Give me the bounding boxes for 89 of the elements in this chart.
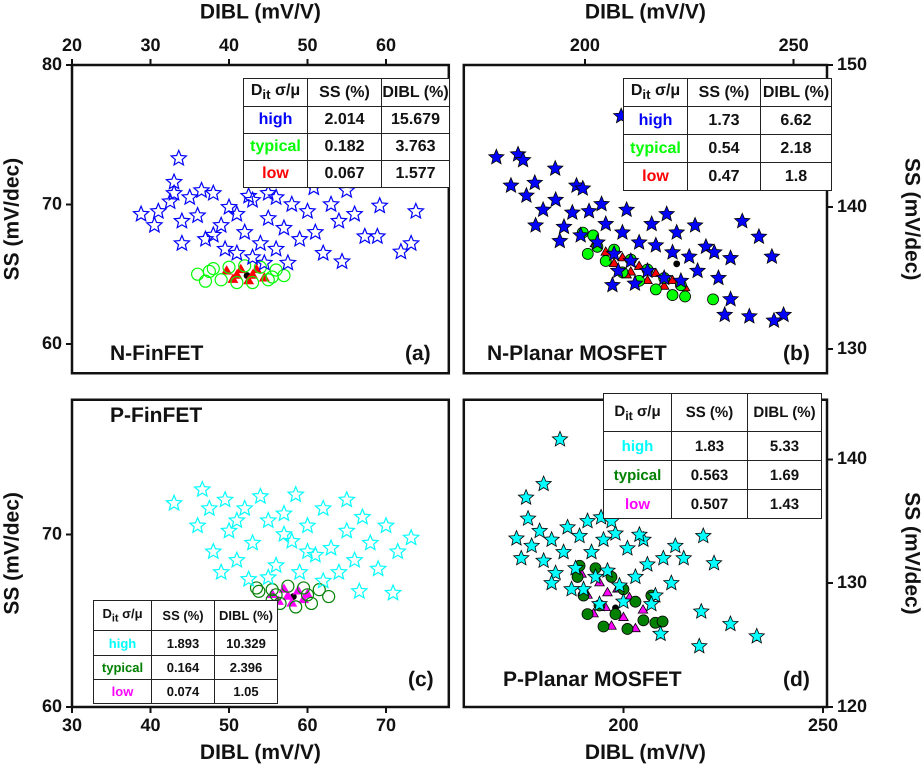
y-tick-label: 140 bbox=[837, 196, 868, 216]
x-tick-label: 40 bbox=[218, 35, 240, 56]
annotation: 1.69 bbox=[748, 460, 822, 490]
x-tick-label: 50 bbox=[297, 35, 318, 56]
y-tick-label: 80 bbox=[42, 54, 62, 74]
annotation: 0.074 bbox=[152, 680, 214, 704]
annotation: N-FinFET bbox=[110, 342, 204, 366]
annotation: 0.507 bbox=[672, 490, 748, 518]
annotation: 1.05 bbox=[214, 680, 278, 704]
x-tick-label: 60 bbox=[376, 35, 396, 56]
annotation: 0.54 bbox=[688, 134, 760, 162]
annotation: 0.067 bbox=[308, 160, 382, 188]
text: low bbox=[604, 490, 672, 518]
annotation: DIBL (%) bbox=[760, 78, 832, 106]
text: typical bbox=[624, 134, 688, 162]
annotation: SS (%) bbox=[152, 600, 214, 630]
y-axis-title: SS (mV/dec) bbox=[0, 158, 24, 280]
y-tick-label: 130 bbox=[837, 338, 868, 358]
y-tick-label: 70 bbox=[42, 193, 62, 214]
annotation: DIBL (%) bbox=[214, 600, 278, 630]
text: typical bbox=[604, 460, 672, 490]
x-axis-title: DIBL (mV/V) bbox=[584, 741, 706, 764]
annotation: 1.73 bbox=[688, 106, 760, 134]
annotation: (d) bbox=[783, 668, 810, 692]
annotation: (a) bbox=[405, 342, 431, 366]
annotation: 10.329 bbox=[214, 630, 278, 656]
annotation: 1.893 bbox=[152, 630, 214, 656]
y-axis-title: SS (mV/dec) bbox=[900, 492, 924, 615]
annotation: DIBL (%) bbox=[382, 78, 450, 106]
annotation: 1.8 bbox=[760, 162, 832, 190]
annotation: 6.62 bbox=[760, 106, 832, 134]
annotation: N-Planar MOSFET bbox=[487, 342, 667, 366]
y-axis-title: SS (mV/dec) bbox=[900, 158, 924, 280]
text: low bbox=[624, 162, 688, 190]
text: high bbox=[244, 106, 308, 134]
text: typical bbox=[94, 656, 152, 680]
annotation: 1.43 bbox=[748, 490, 822, 518]
y-tick-label: 60 bbox=[42, 332, 62, 353]
y-tick-label: 70 bbox=[42, 523, 62, 544]
annotation: (b) bbox=[783, 342, 810, 366]
x-tick-label: 20 bbox=[62, 35, 82, 56]
x-tick-label: 60 bbox=[297, 714, 318, 735]
annotation: D$_{it}$ σ/μ bbox=[244, 78, 308, 106]
annotation: SS (%) bbox=[672, 394, 748, 432]
annotation: 1.83 bbox=[672, 432, 748, 460]
annotation: 5.33 bbox=[748, 432, 822, 460]
x-axis-title: DIBL (mV/V) bbox=[200, 0, 321, 24]
y-tick-label: 130 bbox=[837, 572, 868, 592]
text: low bbox=[244, 160, 308, 188]
annotation: 2.014 bbox=[308, 106, 382, 134]
annotation: D$_{it}$ σ/μ bbox=[624, 78, 688, 106]
annotation: 2.18 bbox=[760, 134, 832, 162]
y-tick-label: 60 bbox=[42, 696, 62, 716]
annotation: 15.679 bbox=[382, 106, 450, 134]
annotation: 3.763 bbox=[382, 134, 450, 160]
annotation: (c) bbox=[408, 668, 434, 692]
annotation: D$_{it}$ σ/μ bbox=[604, 394, 672, 432]
y-axis-title: SS (mV/dec) bbox=[0, 492, 24, 615]
annotation: 0.47 bbox=[688, 162, 760, 190]
x-tick-label: 200 bbox=[608, 714, 638, 735]
x-tick-label: 70 bbox=[376, 714, 396, 735]
annotation: SS (%) bbox=[688, 78, 760, 106]
annotation: P-Planar MOSFET bbox=[503, 668, 682, 692]
x-tick-label: 30 bbox=[140, 35, 161, 56]
annotation: SS (%) bbox=[308, 78, 382, 106]
y-tick-label: 150 bbox=[837, 54, 868, 74]
x-tick-label: 30 bbox=[62, 714, 82, 735]
annotation: DIBL (%) bbox=[748, 394, 822, 432]
annotation: 0.563 bbox=[672, 460, 748, 490]
x-tick-label: 200 bbox=[570, 35, 600, 56]
annotation: 2.396 bbox=[214, 656, 278, 680]
series-label: high bbox=[624, 106, 688, 134]
x-tick-label: 50 bbox=[218, 714, 240, 735]
text: high bbox=[94, 630, 152, 656]
y-tick-label: 120 bbox=[837, 696, 868, 716]
x-axis-title: DIBL (mV/V) bbox=[200, 741, 321, 764]
x-tick-label: 40 bbox=[140, 714, 161, 735]
annotation: 0.182 bbox=[308, 134, 382, 160]
text: typical bbox=[244, 134, 308, 160]
annotation: 1.577 bbox=[382, 160, 450, 188]
annotation: D$_{it}$ σ/μ bbox=[94, 600, 152, 630]
text: high bbox=[604, 432, 672, 460]
text: low bbox=[94, 680, 152, 704]
y-tick-label: 140 bbox=[837, 448, 868, 468]
x-tick-label: 250 bbox=[778, 35, 809, 56]
x-tick-label: 250 bbox=[808, 714, 838, 735]
annotation: P-FinFET bbox=[110, 404, 202, 428]
x-axis-title: DIBL (mV/V) bbox=[584, 0, 706, 24]
annotation: 0.164 bbox=[152, 656, 214, 680]
